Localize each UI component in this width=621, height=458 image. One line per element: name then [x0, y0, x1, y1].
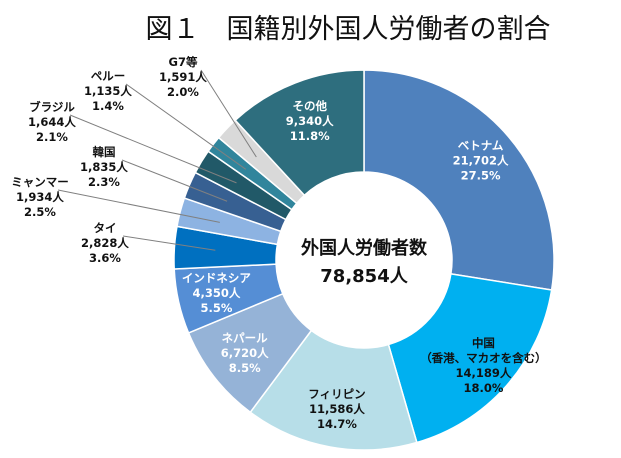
- slice-label-name-6: ミャンマー: [11, 175, 69, 189]
- slice-label-note-1: （香港、マカオを含む）: [420, 351, 547, 365]
- slice-label-name-0: ベトナム: [458, 139, 504, 153]
- chart-title: 図１ 国籍別外国人労働者の割合: [146, 14, 551, 45]
- leader-line-9: [125, 83, 247, 170]
- slice-label-count-2: 11,586人: [309, 402, 365, 416]
- slice-label-count-0: 21,702人: [453, 154, 509, 168]
- slice-label-count-7: 1,835人: [80, 160, 128, 174]
- slice-label-pct-11: 11.8%: [290, 129, 330, 143]
- leader-line-6: [57, 189, 220, 223]
- slice-label-name-4: インドネシア: [182, 271, 251, 285]
- donut-hole: [276, 172, 452, 348]
- slice-label-count-6: 1,934人: [16, 190, 64, 204]
- slice-label-count-10: 1,591人: [159, 70, 207, 84]
- slice-label-name-8: ブラジル: [29, 100, 75, 114]
- slice-label-count-1: 14,189人: [455, 366, 511, 380]
- slice-label-count-3: 6,720人: [221, 346, 269, 360]
- leader-lines: [57, 69, 257, 251]
- slice-label-pct-1: 18.0%: [463, 381, 503, 395]
- slice-label-pct-8: 2.1%: [36, 130, 68, 144]
- slice-label-name-10: G7等: [169, 55, 198, 69]
- slice-label-name-1: 中国: [472, 336, 495, 350]
- slice-label-count-11: 9,340人: [286, 114, 334, 128]
- center-label: 外国人労働者数: [301, 237, 428, 259]
- slice-label-pct-5: 3.6%: [89, 251, 121, 265]
- slice-label-pct-3: 8.5%: [229, 361, 261, 375]
- slice-label-count-5: 2,828人: [81, 236, 129, 250]
- slice-label-pct-6: 2.5%: [24, 205, 56, 219]
- slice-label-name-9: ペルー: [91, 69, 126, 83]
- slice-label-pct-7: 2.3%: [88, 175, 120, 189]
- slice-label-pct-10: 2.0%: [167, 85, 199, 99]
- slice-label-pct-0: 27.5%: [461, 169, 501, 183]
- slice-label-pct-4: 5.5%: [200, 301, 232, 315]
- slice-label-count-8: 1,644人: [28, 115, 76, 129]
- leader-line-8: [69, 114, 237, 184]
- slice-label-name-3: ネパール: [222, 331, 268, 345]
- slice-label-name-5: タイ: [94, 221, 117, 235]
- slice-label-count-9: 1,135人: [84, 84, 132, 98]
- slice-label-name-11: その他: [293, 99, 328, 113]
- leader-line-10: [200, 69, 257, 158]
- slice-label-name-7: 韓国: [93, 145, 116, 159]
- leader-line-5: [122, 235, 216, 251]
- center-value: 78,854人: [320, 266, 408, 287]
- slice-label-name-2: フィリピン: [308, 387, 365, 401]
- slice-label-pct-9: 1.4%: [92, 99, 124, 113]
- leader-line-7: [121, 159, 228, 202]
- slice-label-pct-2: 14.7%: [317, 417, 357, 431]
- donut-slices: [173, 69, 555, 451]
- slice-label-count-4: 4,350人: [192, 286, 240, 300]
